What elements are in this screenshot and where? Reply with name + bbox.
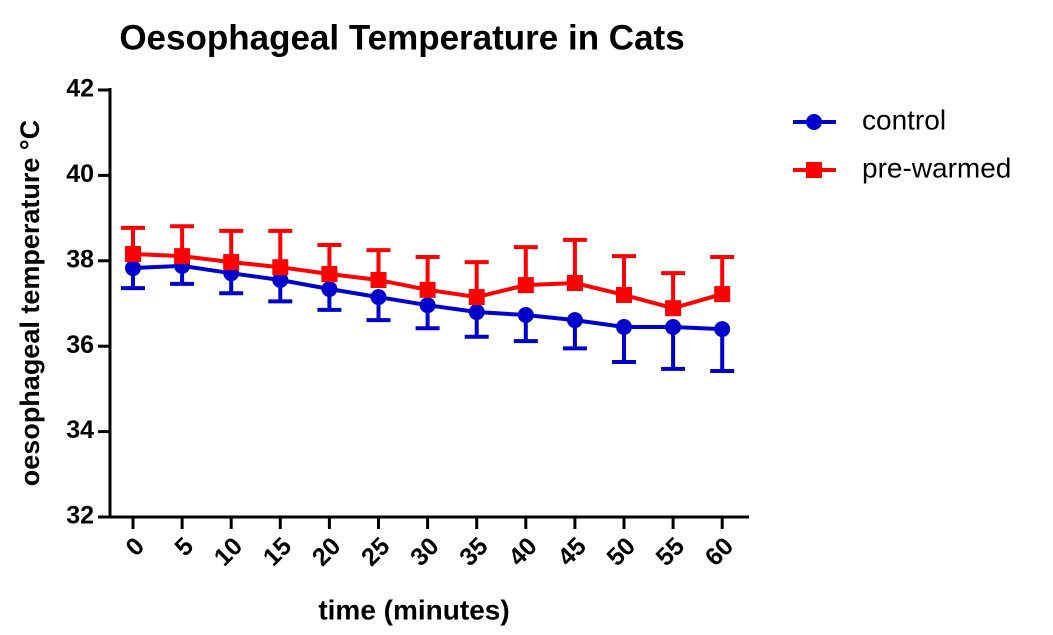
legend-marker: [806, 114, 822, 130]
data-point: [665, 300, 682, 317]
legend-marker: [806, 162, 822, 178]
x-tick-label: 35: [454, 532, 494, 572]
data-point: [321, 266, 338, 283]
y-tick-label: 32: [66, 502, 94, 530]
data-point: [517, 307, 534, 324]
data-point: [566, 312, 583, 329]
legend-label: pre-warmed: [862, 152, 1011, 183]
data-point: [616, 318, 632, 335]
data-point: [566, 275, 583, 292]
data-point: [370, 289, 387, 306]
y-tick-label: 40: [66, 160, 94, 188]
data-point: [714, 321, 731, 338]
x-tick-label: 10: [209, 532, 248, 571]
y-tick-label: 36: [66, 331, 94, 359]
y-tick-label: 42: [66, 75, 94, 103]
x-tick-label: 30: [405, 532, 444, 571]
data-point: [616, 286, 632, 303]
data-point: [714, 286, 731, 303]
chart-title: Oesophageal Temperature in Cats: [119, 18, 684, 57]
data-point: [125, 245, 141, 262]
x-tick-label: 5: [169, 532, 199, 562]
x-tick-label: 50: [601, 532, 640, 571]
y-tick-label: 34: [66, 416, 94, 444]
x-axis-label: time (minutes): [318, 594, 509, 625]
x-tick-label: 55: [651, 532, 691, 572]
x-tick-label: 45: [552, 532, 592, 572]
data-point: [419, 297, 436, 314]
data-point: [272, 272, 289, 289]
data-point: [223, 254, 240, 271]
data-point: [174, 248, 191, 265]
data-point: [272, 259, 289, 276]
data-point: [517, 277, 534, 294]
x-tick-label: 20: [307, 532, 346, 571]
data-point: [665, 318, 682, 335]
x-tick-label: 40: [503, 532, 542, 571]
x-tick-label: 0: [120, 532, 150, 562]
data-point: [370, 272, 387, 289]
x-tick-label: 25: [356, 532, 396, 572]
data-point: [321, 280, 338, 297]
x-tick-label: 15: [258, 532, 298, 572]
x-tick-label: 60: [700, 532, 739, 571]
data-point: [468, 289, 485, 306]
data-point: [468, 304, 485, 321]
legend-label: control: [862, 104, 946, 135]
y-tick-label: 38: [66, 245, 94, 273]
data-point: [419, 281, 436, 298]
y-axis-label: oesophageal temperature °C: [15, 120, 45, 486]
data-point: [125, 260, 141, 277]
